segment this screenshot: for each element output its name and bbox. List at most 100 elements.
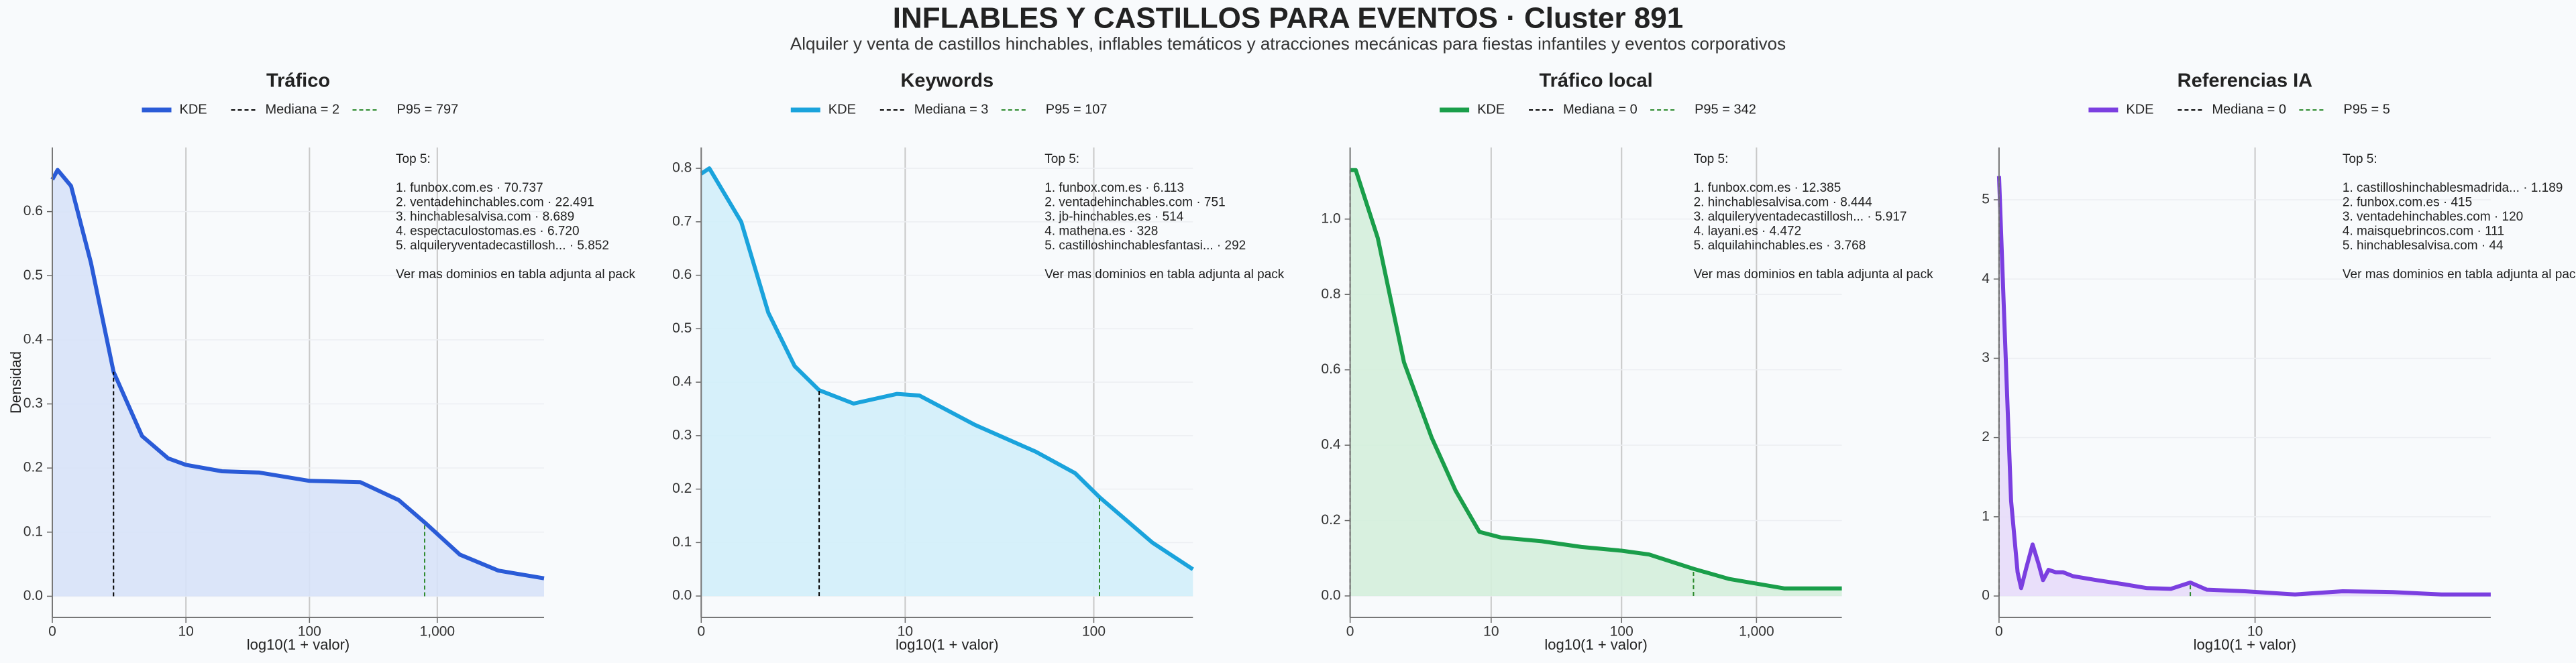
kde-line: [700, 166, 1194, 571]
kde-line: [1350, 168, 1842, 591]
y-tick-label: 2: [1982, 429, 1990, 444]
x-tick-label: 0: [1995, 624, 2003, 640]
x-tick-label: 10: [898, 624, 913, 640]
kde-area: [1350, 170, 1842, 596]
y-tick-label: 1: [1982, 508, 1990, 524]
legend-label: P95 = 342: [1695, 102, 1756, 117]
x-tick-label: 0: [697, 624, 705, 640]
y-tick-label: 0.5: [23, 267, 43, 283]
y-tick-label: 0.3: [672, 427, 692, 442]
x-axis-label: log10(1 + valor): [247, 636, 350, 653]
y-tick-label: 0.6: [672, 267, 692, 282]
x-axis-label: log10(1 + valor): [1544, 636, 1647, 653]
legend-label: Mediana = 0: [1563, 102, 1638, 117]
annotation-item: 4. maisquebrincos.com · 111: [2343, 225, 2504, 239]
y-tick-label: 0.0: [23, 588, 43, 603]
annotation-item: 4. mathena.es · 328: [1044, 225, 1158, 239]
annotation-item: 1. funbox.com.es · 12.385: [1694, 181, 1841, 195]
legend-label: KDE: [180, 102, 207, 117]
annotation-item: 1. castilloshinchablesmadrida... · 1.189: [2343, 181, 2563, 195]
x-tick-label: 100: [1610, 624, 1633, 640]
panel: Referencias IA 0 10 0 1 2 3 4 5 KDE Mediana = 0 P95…: [1982, 70, 2576, 653]
annotation-item: 5. castilloshinchablesfantasi... · 292: [1044, 239, 1246, 253]
x-tick-label: 10: [178, 624, 193, 640]
y-tick-label: 0.2: [1321, 512, 1340, 528]
panel: Tráfico 0 10 100 1,000 0.0 0.1 0.2 0.3 0.4 0.5 0.6 K…: [7, 70, 636, 653]
kde-area: [701, 168, 1193, 597]
y-tick-label: 0.6: [1321, 361, 1340, 377]
y-tick-label: 0.4: [672, 374, 692, 389]
y-tick-label: 1.0: [1321, 210, 1340, 226]
annotation-heading: Top 5:: [396, 152, 431, 166]
x-tick-label: 10: [2247, 624, 2263, 640]
panel: Tráfico local 0 10 100 1,000 0.0 0.2 0.4 0.6 0.8 1…: [1321, 70, 1933, 653]
annotation-heading: Top 5:: [1694, 152, 1729, 166]
legend-label: P95 = 5: [2343, 102, 2390, 117]
legend-label: KDE: [2126, 102, 2153, 117]
page-subtitle: Alquiler y venta de castillos hinchables…: [790, 34, 1786, 54]
y-tick-label: 0.1: [23, 524, 43, 539]
panel: Keywords 0 10 100 0.0 0.1 0.2 0.3 0.4 0.5 0.6 0.7 0.…: [672, 70, 1285, 653]
annotation-item: 5. alquilahinchables.es · 3.768: [1694, 239, 1866, 253]
annotation-item: 4. espectaculostomas.es · 6.720: [396, 225, 580, 239]
annotation-footer: Ver mas dominios en tabla adjunta al pac…: [1694, 267, 1933, 282]
annotation-item: 3. jb-hinchables.es · 514: [1044, 210, 1183, 224]
y-tick-label: 0.0: [1321, 588, 1340, 603]
y-tick-label: 0.3: [23, 396, 43, 411]
annotation-item: 2. ventadehinchables.com · 22.491: [396, 196, 594, 210]
annotation-item: 3. hinchablesalvisa.com · 8.689: [396, 210, 574, 224]
y-tick-label: 0.8: [1321, 286, 1340, 302]
annotation-item: 5. hinchablesalvisa.com · 44: [2343, 239, 2504, 253]
x-tick-label: 100: [1082, 624, 1106, 640]
legend-label: P95 = 107: [1046, 102, 1108, 117]
annotation-item: 3. ventadehinchables.com · 120: [2343, 210, 2523, 224]
annotation-item: 2. ventadehinchables.com · 751: [1044, 196, 1225, 210]
x-tick-label: 100: [298, 624, 321, 640]
annotation-heading: Top 5:: [1044, 152, 1079, 166]
annotation-item: 4. layani.es · 4.472: [1694, 225, 1802, 239]
y-tick-label: 0.7: [672, 213, 692, 229]
x-tick-label: 1,000: [420, 624, 455, 640]
y-tick-label: 0.4: [23, 331, 44, 347]
annotation-footer: Ver mas dominios en tabla adjunta al pac…: [1044, 267, 1284, 282]
annotation-item: 2. hinchablesalvisa.com · 8.444: [1694, 196, 1873, 210]
legend-label: Mediana = 0: [2212, 102, 2286, 117]
annotation-item: 3. alquileryventadecastillosh... · 5.917: [1694, 210, 1907, 224]
y-tick-label: 0.5: [672, 320, 692, 336]
kde-line: [1996, 176, 2491, 597]
kde-area: [52, 170, 544, 597]
y-tick-label: 0: [1982, 588, 1990, 603]
y-tick-label: 0.8: [672, 160, 692, 176]
panel-title: Referencias IA: [2178, 70, 2313, 92]
x-axis-label: log10(1 + valor): [896, 636, 998, 653]
x-axis-label: log10(1 + valor): [2194, 636, 2296, 653]
y-tick-label: 3: [1982, 350, 1990, 365]
y-tick-label: 0.4: [1321, 437, 1341, 453]
y-tick-label: 5: [1982, 192, 1990, 207]
x-tick-label: 0: [1346, 624, 1354, 640]
kde-line: [50, 168, 545, 581]
annotation-item: 2. funbox.com.es · 415: [2343, 196, 2472, 210]
annotation-item: 1. funbox.com.es · 6.113: [1044, 181, 1184, 195]
panel-title: Keywords: [900, 70, 994, 92]
annotation-item: 1. funbox.com.es · 70.737: [396, 181, 543, 195]
legend-label: KDE: [1477, 102, 1505, 117]
y-axis-label: Densidad: [7, 351, 24, 414]
y-tick-label: 4: [1982, 271, 1990, 286]
x-tick-label: 0: [48, 624, 56, 640]
annotation-heading: Top 5:: [2343, 152, 2377, 166]
page-title: INFLABLES Y CASTILLOS PARA EVENTOS · Clu…: [893, 2, 1683, 35]
x-tick-label: 1,000: [1739, 624, 1774, 640]
y-tick-label: 0.1: [672, 534, 692, 550]
annotation-item: 5. alquileryventadecastillosh... · 5.852: [396, 239, 609, 253]
legend-label: KDE: [828, 102, 856, 117]
legend-label: Mediana = 2: [266, 102, 340, 117]
y-tick-label: 0.2: [23, 460, 43, 475]
y-tick-label: 0.6: [23, 203, 43, 219]
annotation-footer: Ver mas dominios en tabla adjunta al pac…: [396, 267, 635, 282]
legend-label: P95 = 797: [397, 102, 459, 117]
x-tick-label: 10: [1483, 624, 1499, 640]
panel-title: Tráfico: [266, 70, 330, 92]
panel-title: Tráfico local: [1539, 70, 1652, 92]
